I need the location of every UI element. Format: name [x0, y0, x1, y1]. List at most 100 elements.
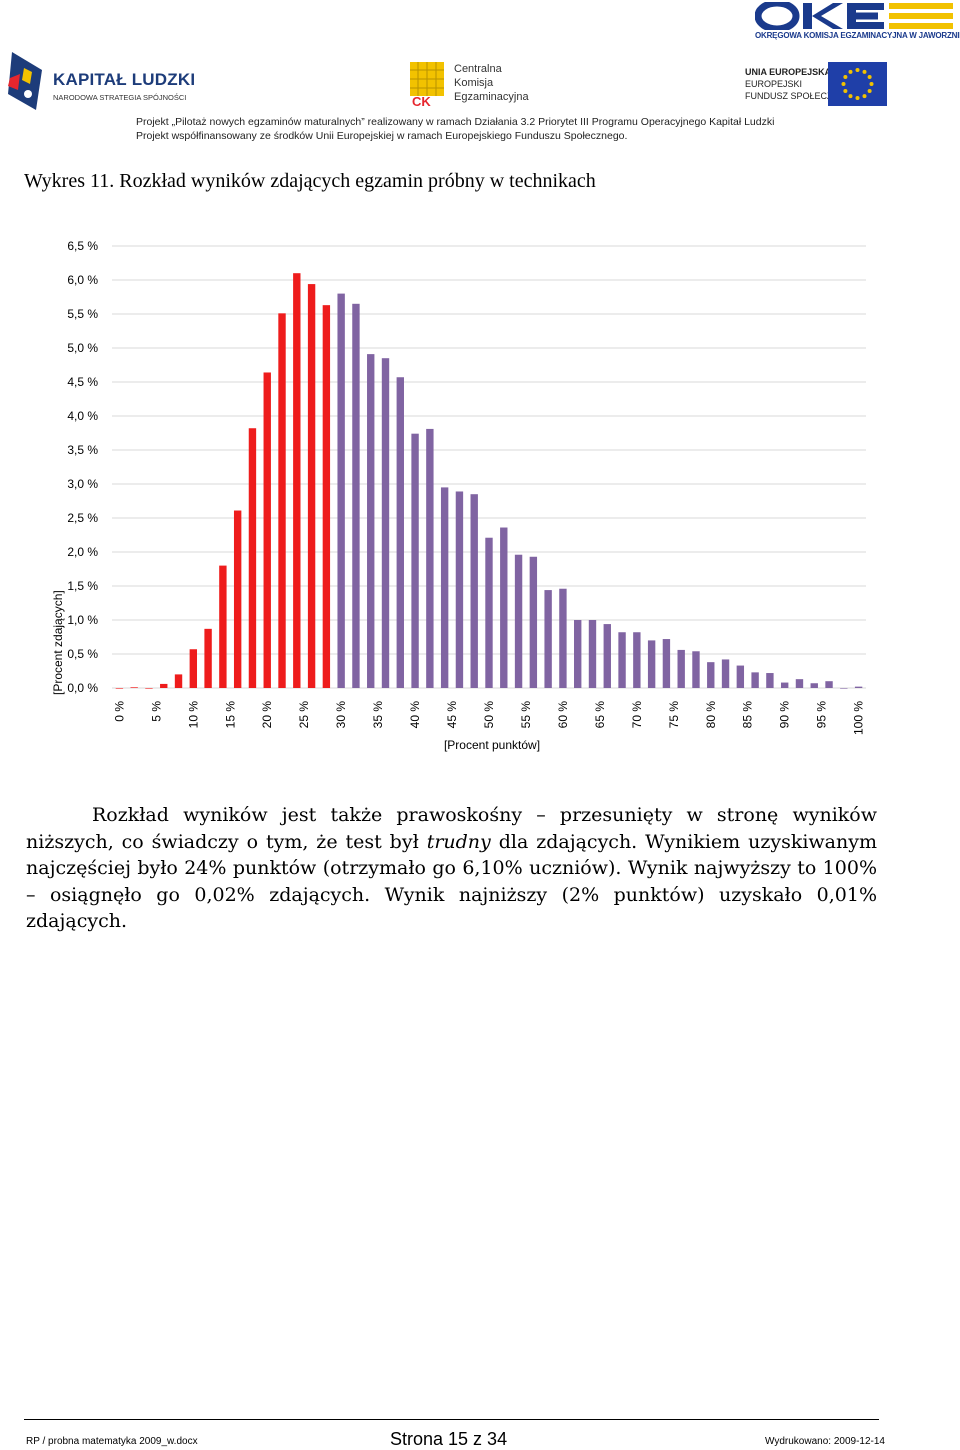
- eu-star-icon: [862, 69, 867, 74]
- bar: [529, 556, 538, 688]
- eu-logo: UNIA EUROPEJSKA EUROPEJSKI FUNDUSZ SPOŁE…: [745, 62, 890, 110]
- svg-text:CK: CK: [412, 94, 431, 108]
- y-tick-label: 4,0 %: [67, 409, 98, 423]
- y-axis-label: [Procent zdających]: [51, 590, 65, 695]
- bar: [854, 686, 863, 688]
- bar: [647, 640, 656, 688]
- bar: [367, 354, 375, 688]
- eu-star-icon: [843, 75, 848, 79]
- x-tick-label: 15 %: [223, 701, 237, 729]
- x-tick-label: 55 %: [519, 701, 533, 729]
- footer-print-date: Wydrukowano: 2009-12-14: [765, 1436, 885, 1447]
- bar: [426, 428, 434, 688]
- x-tick-label: 85 %: [741, 701, 755, 729]
- x-tick-label: 0 %: [112, 701, 126, 722]
- bar: [544, 590, 552, 688]
- project-line-1: Projekt „Pilotaż nowych egzaminów matura…: [136, 116, 775, 128]
- footer-page-number: Strona 15 z 34: [390, 1429, 508, 1449]
- bar: [736, 665, 745, 688]
- bar: [780, 682, 789, 688]
- bar: [263, 372, 271, 688]
- x-tick-label: 35 %: [371, 701, 385, 729]
- kapital-ludzki-logo: KAPITAŁ LUDZKI NARODOWA STRATEGIA SPÓJNO…: [6, 50, 196, 115]
- x-tick-label: 40 %: [408, 701, 422, 729]
- bar: [485, 537, 493, 688]
- cke-grid-icon: CK: [410, 62, 444, 108]
- y-tick-label: 2,5 %: [67, 511, 98, 525]
- figure-caption: Wykres 11. Rozkład wyników zdających egz…: [24, 170, 596, 192]
- bar: [677, 649, 685, 688]
- y-tick-label: 3,5 %: [67, 443, 98, 457]
- eu-star-icon: [843, 89, 848, 93]
- bar: [293, 273, 301, 688]
- bar: [233, 510, 242, 688]
- bar: [337, 293, 345, 688]
- y-tick-label: 0,5 %: [67, 647, 98, 661]
- paragraph-emphasis: trudny: [426, 830, 491, 853]
- bar: [633, 632, 641, 688]
- project-line-2: Projekt współfinansowany ze środków Unii…: [136, 130, 628, 142]
- kapital-ludzki-title: KAPITAŁ LUDZKI: [53, 70, 196, 89]
- oke-logo-mark: [755, 2, 955, 30]
- footer-filename: RP / probna matematyka 2009_w.docx: [26, 1436, 198, 1447]
- bar: [721, 659, 730, 688]
- bar: [603, 624, 611, 688]
- x-tick-label: 45 %: [445, 701, 459, 729]
- x-tick-label: 95 %: [815, 701, 829, 729]
- footer-rule: [24, 1419, 879, 1420]
- eu-text: UNIA EUROPEJSKA EUROPEJSKI FUNDUSZ SPOŁE…: [745, 66, 845, 102]
- eu-star-icon: [841, 82, 846, 86]
- bar: [440, 487, 449, 688]
- x-tick-label: 100 %: [852, 701, 866, 735]
- x-tick-label: 90 %: [778, 701, 792, 729]
- bar: [707, 662, 715, 688]
- x-tick-label: 70 %: [630, 701, 644, 729]
- x-tick-labels: 0 % 5 % 10 % 15 % 20 % 25 % 30 % 35 % 40 % 45 % 50…: [112, 701, 865, 735]
- eu-star-icon: [862, 94, 867, 99]
- cke-line-3: Egzaminacyjna: [454, 91, 529, 103]
- bar: [618, 632, 626, 688]
- bar: [145, 688, 153, 689]
- bar: [115, 688, 124, 689]
- bar: [248, 428, 257, 688]
- eu-star-icon: [867, 89, 872, 93]
- bar: [455, 491, 464, 688]
- oke-caption: OKRĘGOWA KOMISJA EGZAMINACYJNA W JAWORZN…: [755, 31, 960, 40]
- cke-line-1: Centralna: [454, 63, 502, 75]
- bar: [204, 628, 212, 688]
- bar: [751, 672, 759, 688]
- bar: [559, 588, 567, 688]
- eu-star-icon: [855, 68, 860, 72]
- bar: [825, 681, 833, 688]
- bar: [500, 527, 508, 688]
- body-paragraph: Rozkład wyników jest także prawoskośny –…: [26, 802, 877, 935]
- bar: [278, 313, 286, 688]
- eu-star-icon: [848, 94, 853, 99]
- cke-line-2: Komisja: [454, 77, 494, 89]
- bar: [810, 683, 818, 688]
- y-tick-label: 6,5 %: [67, 239, 98, 253]
- x-tick-label: 25 %: [297, 701, 311, 729]
- cke-name: Centralna Komisja Egzaminacyjna: [454, 62, 529, 104]
- bar: [381, 358, 390, 688]
- bar: [160, 683, 168, 688]
- x-tick-label: 10 %: [186, 701, 200, 729]
- kapital-ludzki-emblem-icon: [8, 52, 42, 110]
- y-tick-labels: 0,0 % 0,5 % 1,0 % 1,5 % 2,0 % 2,5 % 3,0 % 3,5 %…: [67, 239, 98, 695]
- bar: [766, 673, 774, 688]
- bar: [840, 688, 848, 689]
- y-tick-label: 0,0 %: [67, 681, 98, 695]
- bar: [174, 674, 183, 688]
- y-tick-label: 6,0 %: [67, 273, 98, 287]
- kapital-ludzki-subtitle: NARODOWA STRATEGIA SPÓJNOŚCI: [53, 93, 187, 102]
- x-tick-label: 65 %: [593, 701, 607, 729]
- bar: [574, 620, 582, 688]
- x-tick-label: 60 %: [556, 701, 570, 729]
- bar: [189, 649, 198, 688]
- bar: [662, 639, 671, 688]
- paragraph-text-2: dla zdających. Wynikiem uzyskiwanym najc…: [26, 830, 877, 933]
- oke-logo: OKRĘGOWA KOMISJA EGZAMINACYJNA W JAWORZN…: [755, 2, 960, 42]
- eu-star-icon: [855, 96, 860, 100]
- x-axis-label: [Procent punktów]: [444, 738, 540, 752]
- x-tick-label: 20 %: [260, 701, 274, 729]
